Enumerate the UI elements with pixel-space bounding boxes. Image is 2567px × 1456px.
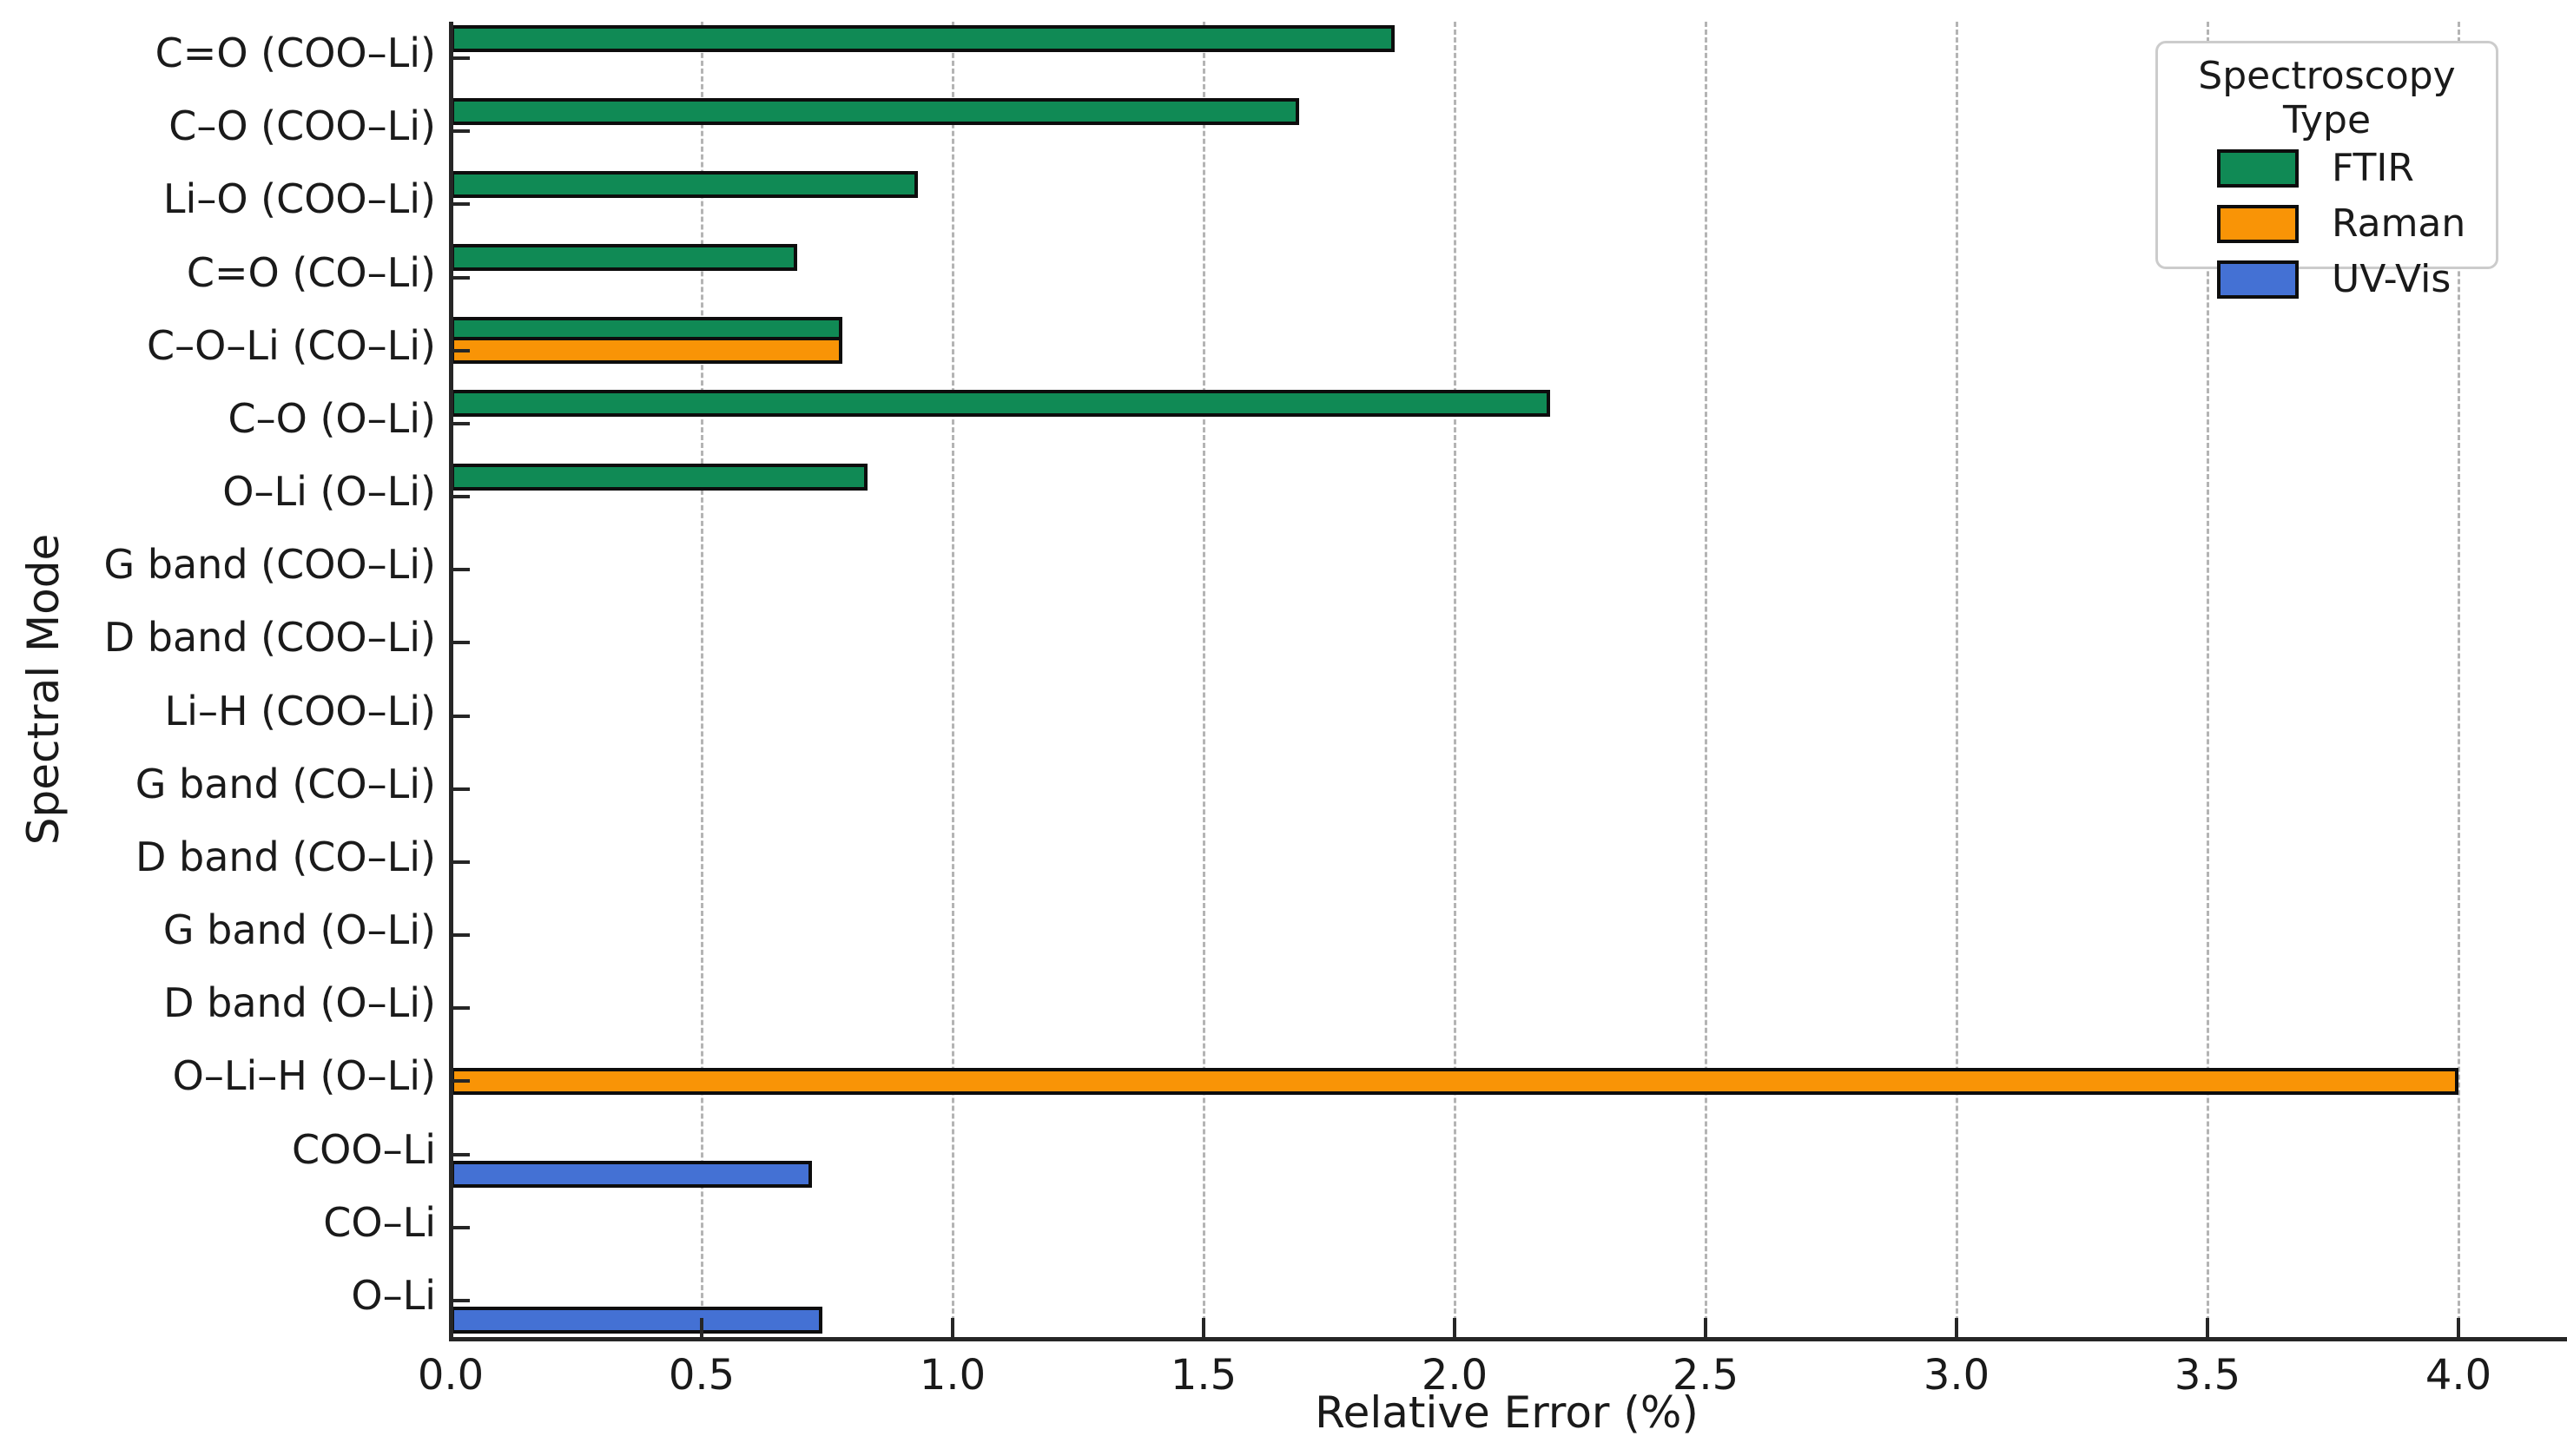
x-tick-2 xyxy=(1453,1318,1456,1337)
category-label: C=O (CO–Li) xyxy=(186,248,436,296)
x-tick-label-4: 4.0 xyxy=(2425,1351,2492,1400)
legend-item-raman: Raman xyxy=(2217,201,2465,246)
y-tick-16 xyxy=(451,1225,470,1229)
x-tick-label-1: 1.0 xyxy=(919,1351,987,1400)
bar-uv-vis-15 xyxy=(451,1161,812,1189)
legend-label-raman: Raman xyxy=(2332,201,2466,246)
category-label: G band (O–Li) xyxy=(162,906,436,954)
category-label: Li–O (COO–Li) xyxy=(162,175,436,223)
gridline-x-3 xyxy=(1956,22,1958,1337)
x-tick-label-0: 0.0 xyxy=(417,1351,485,1400)
category-label: CO–Li xyxy=(323,1198,436,1246)
legend-swatch-uv-vis xyxy=(2217,260,2299,299)
y-tick-10 xyxy=(451,787,470,791)
bar-ftir-2 xyxy=(451,170,918,198)
bar-ftir-3 xyxy=(451,244,797,272)
x-tick-3 xyxy=(1955,1318,1958,1337)
category-label: C–O–Li (CO–Li) xyxy=(147,321,436,369)
y-tick-4 xyxy=(451,348,470,352)
y-tick-6 xyxy=(451,495,470,499)
y-tick-3 xyxy=(451,275,470,280)
gridline-x-1.5 xyxy=(1203,22,1205,1337)
gridline-x-0.5 xyxy=(701,22,703,1337)
bar-ftir-0 xyxy=(451,24,1395,52)
legend-label-ftir: FTIR xyxy=(2332,146,2414,190)
y-tick-14 xyxy=(451,1079,470,1084)
y-tick-2 xyxy=(451,202,470,207)
bar-ftir-6 xyxy=(451,463,868,491)
x-axis-label: Relative Error (%) xyxy=(1315,1387,1699,1438)
x-tick-label-0.5: 0.5 xyxy=(668,1351,736,1400)
legend-title: Spectroscopy Type xyxy=(2198,54,2456,142)
category-label: O–Li (O–Li) xyxy=(222,468,436,516)
category-label: C–O (COO–Li) xyxy=(168,102,436,150)
legend-swatch-ftir xyxy=(2217,148,2299,188)
y-tick-12 xyxy=(451,933,470,938)
category-label: D band (COO–Li) xyxy=(103,614,436,662)
y-tick-13 xyxy=(451,1006,470,1011)
y-tick-8 xyxy=(451,641,470,645)
category-label: C–O (O–Li) xyxy=(228,394,436,442)
gridline-x-4 xyxy=(2458,22,2460,1337)
x-axis-spine xyxy=(449,1337,2567,1341)
legend-swatch-raman xyxy=(2217,204,2299,243)
y-axis-label: Spectral Mode xyxy=(18,533,69,846)
y-tick-5 xyxy=(451,421,470,425)
category-label: Li–H (COO–Li) xyxy=(164,687,436,735)
x-tick-2.5 xyxy=(1704,1318,1707,1337)
category-label: O–Li–H (O–Li) xyxy=(172,1052,436,1100)
y-tick-1 xyxy=(451,129,470,134)
category-label: D band (O–Li) xyxy=(163,979,436,1027)
category-label: D band (CO–Li) xyxy=(135,833,436,880)
y-axis-spine xyxy=(449,22,453,1341)
bar-uv-vis-17 xyxy=(451,1307,822,1334)
legend-label-uv-vis: UV-Vis xyxy=(2332,257,2452,301)
category-label: C=O (COO–Li) xyxy=(155,30,436,77)
y-tick-0 xyxy=(451,56,470,61)
bar-ftir-5 xyxy=(451,390,1550,418)
gridline-x-3.5 xyxy=(2207,22,2209,1337)
category-label: O–Li xyxy=(351,1271,436,1319)
y-tick-7 xyxy=(451,568,470,572)
y-tick-15 xyxy=(451,1152,470,1156)
bar-raman-4 xyxy=(451,337,842,365)
y-tick-17 xyxy=(451,1298,470,1302)
y-tick-11 xyxy=(451,860,470,864)
gridline-x-2 xyxy=(1454,22,1456,1337)
x-tick-label-2: 2.0 xyxy=(1421,1351,1488,1400)
bar-raman-14 xyxy=(451,1067,2458,1095)
x-tick-1.5 xyxy=(1202,1318,1205,1337)
gridline-x-2.5 xyxy=(1705,22,1707,1337)
x-tick-label-1.5: 1.5 xyxy=(1170,1351,1237,1400)
bar-ftir-1 xyxy=(451,97,1299,125)
x-tick-4 xyxy=(2457,1318,2460,1337)
x-tick-3.5 xyxy=(2206,1318,2209,1337)
x-tick-label-3: 3.0 xyxy=(1923,1351,1990,1400)
y-tick-9 xyxy=(451,714,470,718)
legend-item-ftir: FTIR xyxy=(2217,146,2414,190)
x-tick-1 xyxy=(951,1318,954,1337)
x-tick-0.5 xyxy=(700,1318,703,1337)
x-tick-label-3.5: 3.5 xyxy=(2174,1351,2241,1400)
category-label: G band (COO–Li) xyxy=(103,541,436,589)
category-label: G band (CO–Li) xyxy=(135,760,436,807)
gridline-x-1 xyxy=(952,22,954,1337)
x-tick-0 xyxy=(449,1318,452,1337)
category-label: COO–Li xyxy=(292,1125,436,1173)
legend: Spectroscopy Type FTIR Raman UV-Vis xyxy=(2155,41,2498,301)
legend-item-uv-vis: UV-Vis xyxy=(2217,257,2451,301)
x-tick-label-2.5: 2.5 xyxy=(1672,1351,1739,1400)
